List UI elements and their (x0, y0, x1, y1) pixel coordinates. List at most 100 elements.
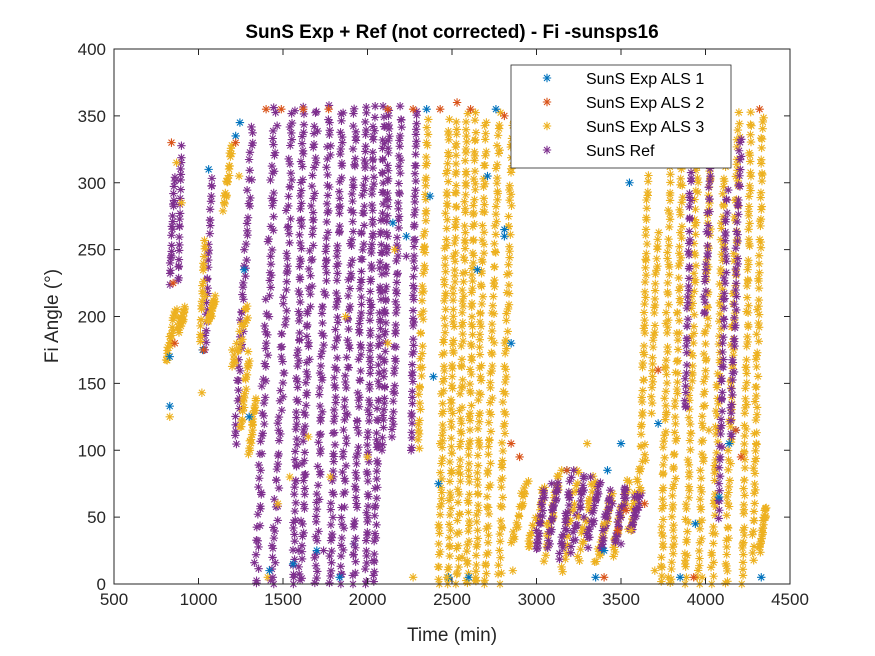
data-point (495, 529, 505, 539)
data-point (396, 155, 405, 165)
data-point (752, 391, 761, 401)
data-point (666, 178, 675, 187)
data-point (471, 108, 480, 117)
data-point (720, 294, 729, 303)
data-point (704, 243, 713, 253)
data-point (175, 232, 184, 242)
data-point (330, 412, 339, 421)
data-point (450, 265, 459, 275)
data-point (562, 511, 571, 520)
data-point (705, 194, 714, 204)
data-point (350, 516, 359, 526)
data-point (698, 436, 708, 445)
data-point (695, 495, 705, 504)
data-point (452, 202, 461, 211)
data-point (269, 188, 278, 198)
data-point (349, 121, 358, 131)
data-point (657, 571, 667, 581)
data-point (443, 159, 452, 168)
legend-marker (542, 97, 552, 107)
data-point (501, 365, 510, 374)
data-point (315, 383, 325, 393)
data-point (582, 517, 592, 527)
data-point (456, 361, 466, 370)
data-point (699, 377, 708, 386)
data-point (557, 532, 566, 542)
data-point (437, 443, 447, 452)
data-point (715, 442, 724, 451)
data-point (421, 161, 431, 170)
data-point (750, 469, 760, 478)
data-point (410, 192, 419, 201)
data-point (630, 511, 639, 520)
data-point (379, 188, 388, 197)
data-point (489, 278, 499, 288)
data-point (468, 222, 477, 231)
data-point (742, 307, 751, 316)
data-point (322, 255, 331, 265)
data-point (728, 322, 737, 331)
data-point (296, 191, 305, 201)
data-point (722, 561, 731, 571)
data-point (653, 419, 663, 428)
data-point (690, 221, 700, 230)
data-point (349, 109, 358, 118)
data-point (697, 487, 706, 497)
data-point (482, 118, 491, 127)
data-point (368, 148, 377, 157)
data-point (407, 433, 417, 443)
x-tick-label: 4500 (771, 590, 809, 609)
data-point (449, 312, 458, 321)
data-point (414, 390, 423, 399)
data-point (507, 538, 516, 547)
data-point (721, 236, 730, 245)
data-point (741, 394, 750, 403)
data-point (325, 126, 334, 135)
data-point (706, 563, 716, 572)
data-point (703, 208, 712, 217)
data-point (505, 247, 514, 256)
data-point (179, 315, 188, 324)
data-point (205, 215, 215, 225)
data-point (603, 509, 612, 518)
data-point (447, 381, 457, 390)
data-point (441, 267, 450, 276)
data-point (704, 191, 713, 200)
data-point (453, 516, 462, 525)
data-point (379, 405, 389, 414)
data-point (269, 226, 278, 235)
data-point (268, 126, 278, 136)
data-point (295, 328, 304, 338)
data-point (565, 493, 574, 502)
data-point (274, 412, 284, 422)
data-point (349, 519, 359, 529)
data-point (407, 428, 416, 437)
data-point (699, 453, 708, 462)
data-point (455, 510, 465, 519)
data-point (354, 428, 363, 438)
data-point (442, 199, 452, 208)
data-point (676, 253, 686, 262)
data-point (326, 499, 336, 508)
data-point (390, 354, 400, 363)
data-point (345, 302, 355, 311)
data-point (482, 492, 492, 501)
data-point (652, 266, 661, 275)
data-point (339, 425, 348, 435)
data-point (284, 222, 293, 231)
data-point (357, 300, 366, 309)
data-point (740, 455, 750, 464)
data-point (450, 238, 459, 248)
data-point (673, 389, 682, 398)
data-point (408, 291, 418, 300)
data-point (253, 510, 263, 519)
data-point (338, 138, 347, 147)
data-point (505, 181, 514, 190)
data-point (713, 437, 723, 447)
data-point (313, 126, 322, 136)
data-point (296, 297, 305, 307)
data-point (363, 427, 373, 437)
data-point (206, 221, 215, 230)
y-tick-label: 400 (78, 40, 106, 59)
data-point (703, 287, 713, 297)
